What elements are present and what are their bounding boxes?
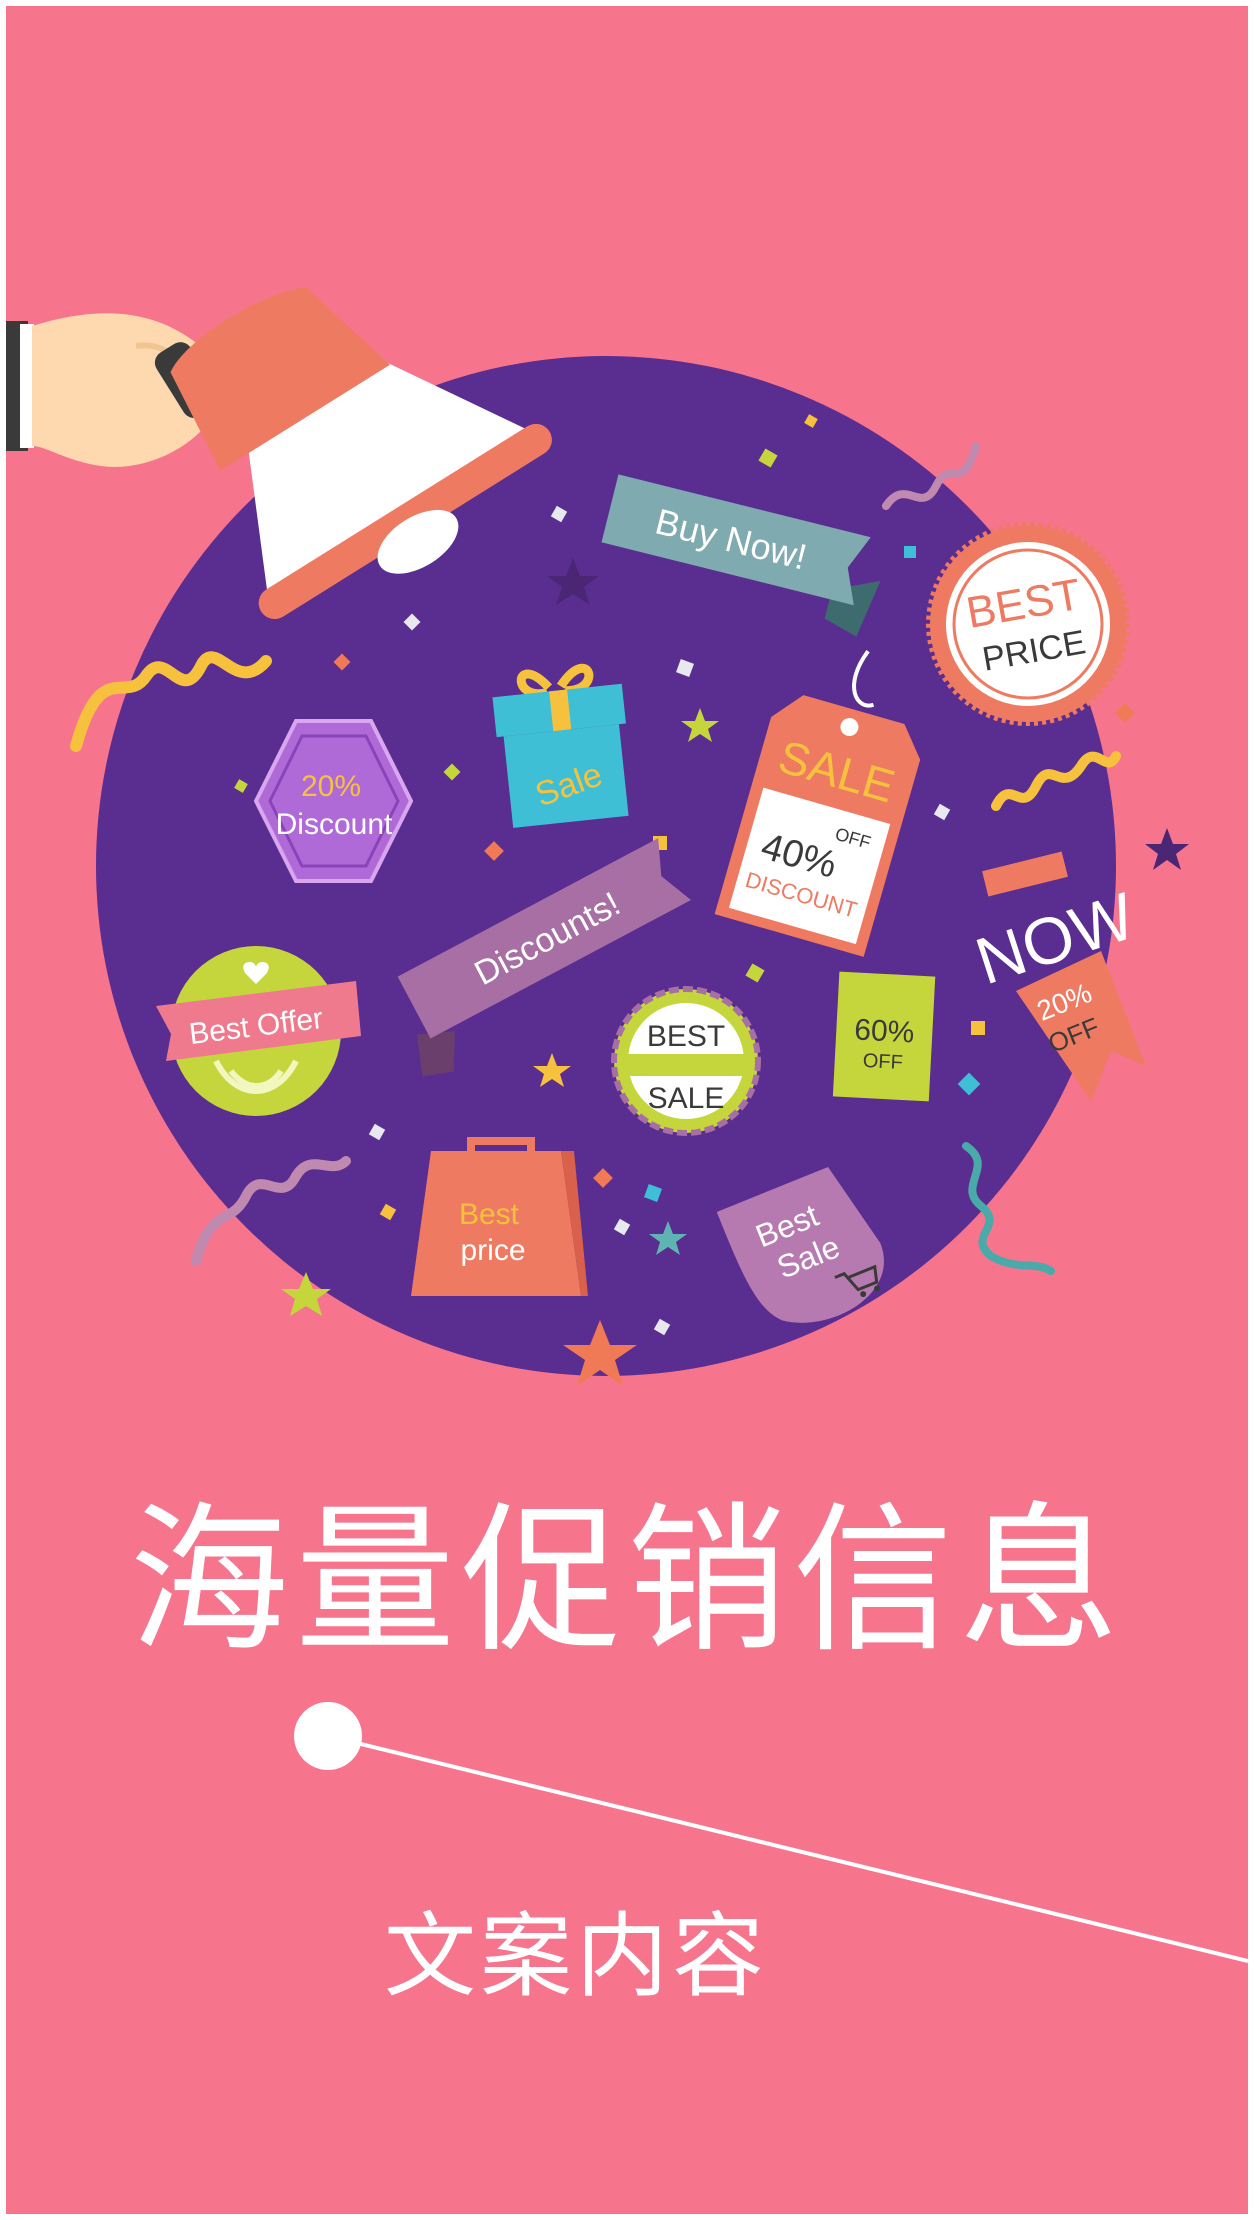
headline: 海量促销信息 <box>128 1487 1125 1674</box>
subline: 文案内容 <box>383 1903 768 2010</box>
sixty-pct-label: 60% <box>853 1013 915 1049</box>
promo-illustration: Buy Now! BEST PRICE Sale 20% Discount SA… <box>6 287 1248 1963</box>
bag-label-2: price <box>460 1234 525 1267</box>
decorative-line <box>294 1702 1248 1963</box>
sixty-off-label: OFF <box>862 1050 903 1074</box>
bag-label-1: Best <box>459 1198 520 1231</box>
megaphone-icon <box>6 287 552 620</box>
best-offer-badge: Best Offer <box>156 946 361 1116</box>
best-sale-tag: Best Sale <box>716 1167 884 1323</box>
sixty-off-note: 60% OFF <box>832 971 936 1102</box>
best-sale-label-2: SALE <box>648 1082 725 1115</box>
best-price-seal: BEST PRICE <box>926 522 1130 726</box>
discount-hexagon: 20% Discount <box>253 719 414 883</box>
discount-pct-label: 20% <box>301 770 361 803</box>
cart-icon <box>834 1264 881 1298</box>
discount-word-label: Discount <box>276 808 393 841</box>
best-sale-seal: BEST SALE <box>611 986 761 1136</box>
star-icon <box>281 558 1189 1386</box>
shopping-bag-icon: Best price <box>411 1137 588 1296</box>
confetti <box>234 414 1135 1336</box>
promo-page: Buy Now! BEST PRICE Sale 20% Discount SA… <box>6 6 1248 2214</box>
gift-icon: Sale <box>492 663 629 828</box>
sale-tag: SALE OFF 40% DISCOUNT <box>714 650 921 957</box>
best-sale-label-1: BEST <box>647 1020 725 1053</box>
streamers <box>70 442 1121 1275</box>
